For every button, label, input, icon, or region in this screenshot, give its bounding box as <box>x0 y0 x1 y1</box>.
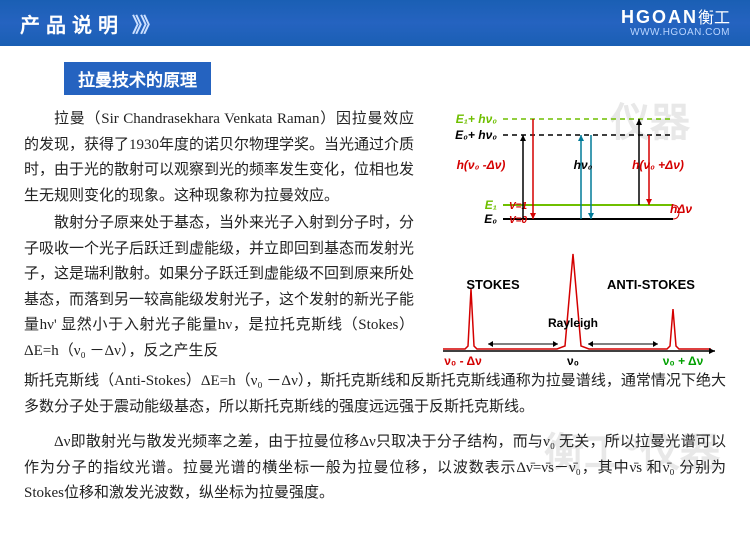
svg-text:E₁+ hν₀: E₁+ hν₀ <box>456 112 498 126</box>
svg-text:h(ν₀ -Δν): h(ν₀ -Δν) <box>457 158 506 172</box>
paragraph-4: Δν即散射光与散发光频率之差，由于拉曼位移Δν只取决于分子结构，而与ν₀ 无关，… <box>24 430 726 507</box>
svg-text:Rayleigh: Rayleigh <box>548 316 598 330</box>
full-width-text: 斯托克斯线（Anti-Stokes）ΔE=h（ν₀ －Δν），斯托克斯线和反斯托… <box>24 369 726 507</box>
spectrum-diagram: STOKES ANTI-STOKES Rayleigh ν₀ - Δν ν₀ ν₀ + Δ… <box>430 249 726 369</box>
brand-cn: 衡工 <box>698 10 730 27</box>
svg-text:ν₀ - Δν: ν₀ - Δν <box>444 354 482 368</box>
svg-text:hΔν: hΔν <box>670 202 692 216</box>
svg-text:ν₀ + Δν: ν₀ + Δν <box>663 354 704 368</box>
svg-text:E₀+ hν₀: E₀+ hν₀ <box>455 128 497 142</box>
figure-column: E₁+ hν₀ E₀+ hν₀ E₁ V=1 E₀ V=0 h(ν₀ -Δν) hν₀ h(ν… <box>430 107 726 369</box>
text-column: 拉曼（Sir Chandrasekhara Venkata Raman）因拉曼效… <box>24 107 414 369</box>
chevron-icon: 》》 <box>132 9 158 38</box>
paragraph-2: 散射分子原来处于基态，当外来光子入射到分子时，分子吸收一个光子后跃迁到虚能级，并… <box>24 211 414 364</box>
header-title: 产品说明 》》 <box>20 9 158 38</box>
paragraph-3: 斯托克斯线（Anti-Stokes）ΔE=h（ν₀ －Δν），斯托克斯线和反斯托… <box>24 369 726 420</box>
svg-text:STOKES: STOKES <box>466 277 520 292</box>
section-title: 拉曼技术的原理 <box>64 62 211 95</box>
paragraph-1: 拉曼（Sir Chandrasekhara Venkata Raman）因拉曼效… <box>24 107 414 209</box>
title-text: 产品说明 <box>20 9 124 38</box>
brand-logo: HGOAN <box>621 7 698 27</box>
svg-text:h(ν₀ +Δν): h(ν₀ +Δν) <box>632 158 684 172</box>
svg-text:E₀: E₀ <box>484 212 497 226</box>
svg-text:ANTI-STOKES: ANTI-STOKES <box>607 277 695 292</box>
brand-url: WWW.HGOAN.COM <box>621 27 730 38</box>
header-bar: 产品说明 》》 HGOAN衡工 WWW.HGOAN.COM <box>0 0 750 46</box>
svg-text:V=1: V=1 <box>509 201 528 212</box>
svg-text:hν₀: hν₀ <box>574 158 593 172</box>
svg-text:ν₀: ν₀ <box>567 354 579 368</box>
energy-level-diagram: E₁+ hν₀ E₀+ hν₀ E₁ V=1 E₀ V=0 h(ν₀ -Δν) hν₀ h(ν… <box>430 107 726 237</box>
svg-text:E₁: E₁ <box>485 198 497 212</box>
svg-text:V=0: V=0 <box>509 215 528 226</box>
brand-block: HGOAN衡工 WWW.HGOAN.COM <box>621 8 730 39</box>
